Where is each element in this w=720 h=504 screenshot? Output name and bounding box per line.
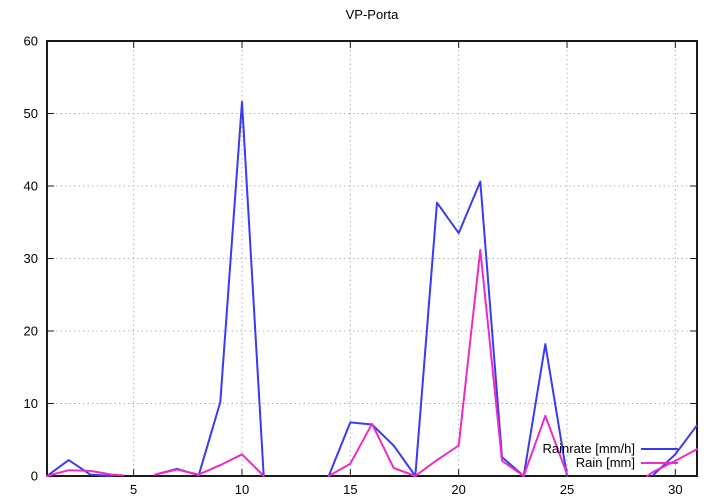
x-tick-label: 15 bbox=[343, 482, 357, 497]
x-tick-label: 30 bbox=[668, 482, 682, 497]
series-line-rainrate bbox=[327, 180, 568, 477]
series-line-rain bbox=[46, 469, 124, 477]
y-tick-label: 0 bbox=[31, 469, 38, 484]
y-tick-label: 50 bbox=[24, 106, 38, 121]
y-tick-label: 40 bbox=[24, 179, 38, 194]
legend-entry-rainrate: Rainrate [mm/h] bbox=[543, 442, 678, 456]
y-tick-label: 10 bbox=[24, 396, 38, 411]
series-line-rainrate bbox=[154, 100, 265, 477]
series-line-rain bbox=[646, 448, 698, 477]
x-tick-label: 10 bbox=[235, 482, 249, 497]
x-tick-label: 5 bbox=[130, 482, 137, 497]
legend-label-rain: Rain [mm] bbox=[575, 455, 635, 470]
rainrate-legend-line-sample bbox=[641, 448, 678, 450]
y-tick-label: 60 bbox=[24, 34, 38, 49]
legend-label-rainrate: Rainrate [mm/h] bbox=[542, 441, 635, 456]
y-tick-label: 20 bbox=[24, 324, 38, 339]
legend-entry-rain: Rain [mm] bbox=[576, 456, 678, 470]
y-tick-label: 30 bbox=[24, 251, 38, 266]
x-tick-label: 25 bbox=[560, 482, 574, 497]
chart-title: VP-Porta bbox=[345, 7, 399, 22]
series-line-rainrate bbox=[46, 459, 113, 477]
series-line-rain bbox=[327, 248, 568, 477]
rain-legend-line-sample bbox=[641, 462, 678, 464]
series-line-rain bbox=[154, 453, 265, 477]
x-tick-label: 20 bbox=[451, 482, 465, 497]
